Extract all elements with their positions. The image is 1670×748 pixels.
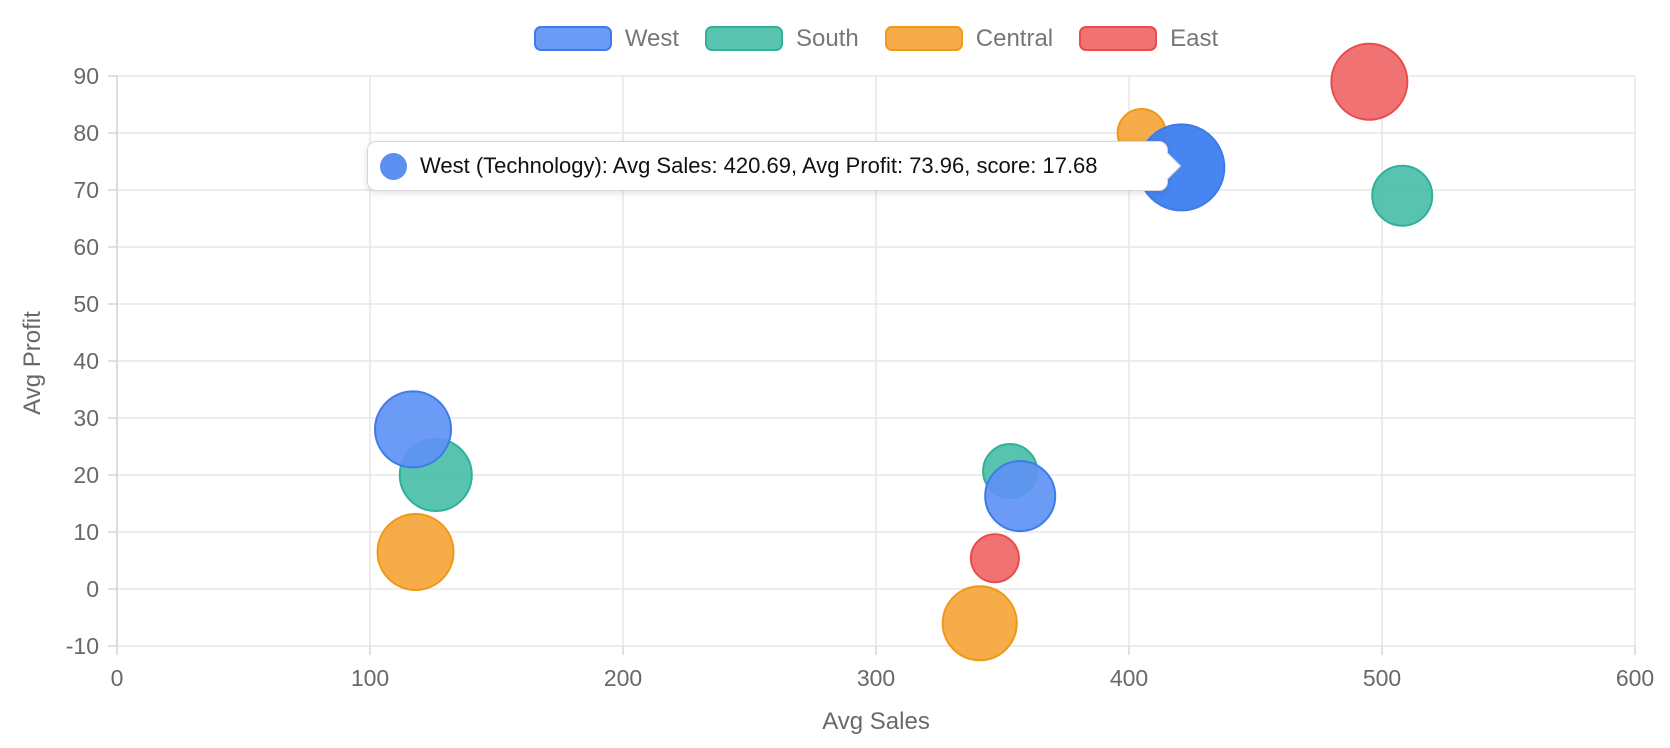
- tooltip-text: West (Technology): Avg Sales: 420.69, Av…: [420, 153, 1098, 178]
- y-tick-label-40: 40: [73, 348, 99, 374]
- legend-label-east: East: [1170, 24, 1219, 52]
- legend-label-central: Central: [975, 24, 1054, 52]
- legend-swatch-west: [533, 26, 612, 51]
- x-tick-label-400: 400: [1110, 665, 1148, 691]
- legend-label-south: South: [796, 24, 859, 52]
- bubble-west-1[interactable]: [374, 390, 453, 469]
- bubble-east-1[interactable]: [1330, 42, 1409, 121]
- legend: West South Central East: [117, 26, 1635, 51]
- x-tick-label-600: 600: [1616, 665, 1654, 691]
- tooltip: West (Technology): Avg Sales: 420.69, Av…: [367, 141, 1182, 191]
- y-tick-label-70: 70: [73, 177, 99, 203]
- bubble-south-2[interactable]: [1371, 164, 1434, 227]
- x-tick-label-500: 500: [1363, 665, 1401, 691]
- y-tick-label-30: 30: [73, 405, 99, 431]
- bubble-east-2[interactable]: [969, 533, 1020, 584]
- legend-swatch-south: [705, 26, 784, 51]
- y-tick-label-90: 90: [73, 63, 99, 89]
- y-tick-label-50: 50: [73, 291, 99, 317]
- x-axis-title-text: Avg Sales: [822, 708, 930, 735]
- y-tick-label-60: 60: [73, 234, 99, 260]
- y-tick-label-80: 80: [73, 120, 99, 146]
- y-tick-label-0: 0: [86, 576, 99, 602]
- x-tick-label-100: 100: [351, 665, 389, 691]
- x-tick-label-200: 200: [604, 665, 642, 691]
- tooltip-series-dot: [380, 152, 407, 180]
- x-tick-label-300: 300: [857, 665, 895, 691]
- legend-item-east[interactable]: East: [1079, 26, 1218, 51]
- legend-swatch-central: [884, 26, 963, 51]
- legend-item-south[interactable]: South: [705, 26, 859, 51]
- x-tick-label-0: 0: [111, 665, 124, 691]
- y-tick-label--10: -10: [66, 633, 99, 659]
- legend-item-west[interactable]: West: [533, 24, 680, 52]
- bubble-west-3[interactable]: [984, 460, 1057, 533]
- y-tick-label-20: 20: [73, 462, 99, 488]
- legend-swatch-east: [1079, 26, 1158, 51]
- y-axis-title: Avg Profit: [19, 311, 46, 415]
- y-tick-label-10: 10: [73, 519, 99, 545]
- legend-item-central[interactable]: Central: [884, 24, 1054, 52]
- bubble-central-2[interactable]: [941, 585, 1018, 662]
- x-axis-title: Avg Sales: [0, 708, 1670, 736]
- legend-label-west: West: [624, 24, 680, 52]
- bubble-central-1[interactable]: [376, 512, 455, 591]
